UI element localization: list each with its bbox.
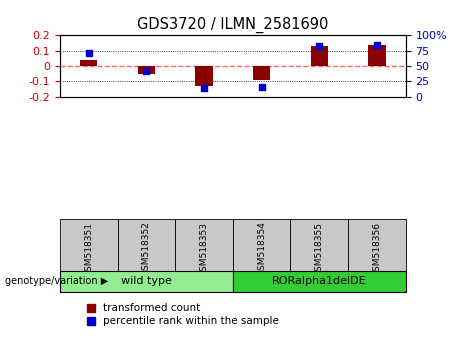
- Point: [315, 44, 323, 49]
- Text: GSM518353: GSM518353: [200, 222, 208, 276]
- Bar: [348, 219, 406, 271]
- Bar: [311, 46, 328, 66]
- Point: [85, 50, 92, 56]
- Bar: [290, 219, 348, 271]
- Text: GSM518352: GSM518352: [142, 222, 151, 276]
- Text: genotype/variation ▶: genotype/variation ▶: [5, 276, 108, 286]
- Text: GSM518354: GSM518354: [257, 222, 266, 276]
- Text: GSM518351: GSM518351: [84, 222, 93, 276]
- Bar: [60, 219, 118, 271]
- Text: GSM518355: GSM518355: [315, 222, 324, 276]
- Bar: [175, 219, 233, 271]
- Bar: [368, 45, 385, 66]
- Text: wild type: wild type: [121, 276, 172, 286]
- Text: GSM518356: GSM518356: [372, 222, 381, 276]
- Bar: [60, 271, 233, 292]
- Legend: transformed count, percentile rank within the sample: transformed count, percentile rank withi…: [83, 299, 284, 331]
- Bar: [118, 219, 175, 271]
- Bar: [253, 66, 270, 80]
- Bar: [233, 271, 406, 292]
- Point: [200, 85, 207, 90]
- Bar: [195, 66, 213, 86]
- Bar: [138, 66, 155, 74]
- Text: RORalpha1delDE: RORalpha1delDE: [272, 276, 366, 286]
- Point: [258, 84, 266, 90]
- Point: [373, 42, 381, 47]
- Title: GDS3720 / ILMN_2581690: GDS3720 / ILMN_2581690: [137, 16, 329, 33]
- Bar: [80, 60, 97, 66]
- Bar: [233, 219, 290, 271]
- Point: [142, 68, 150, 74]
